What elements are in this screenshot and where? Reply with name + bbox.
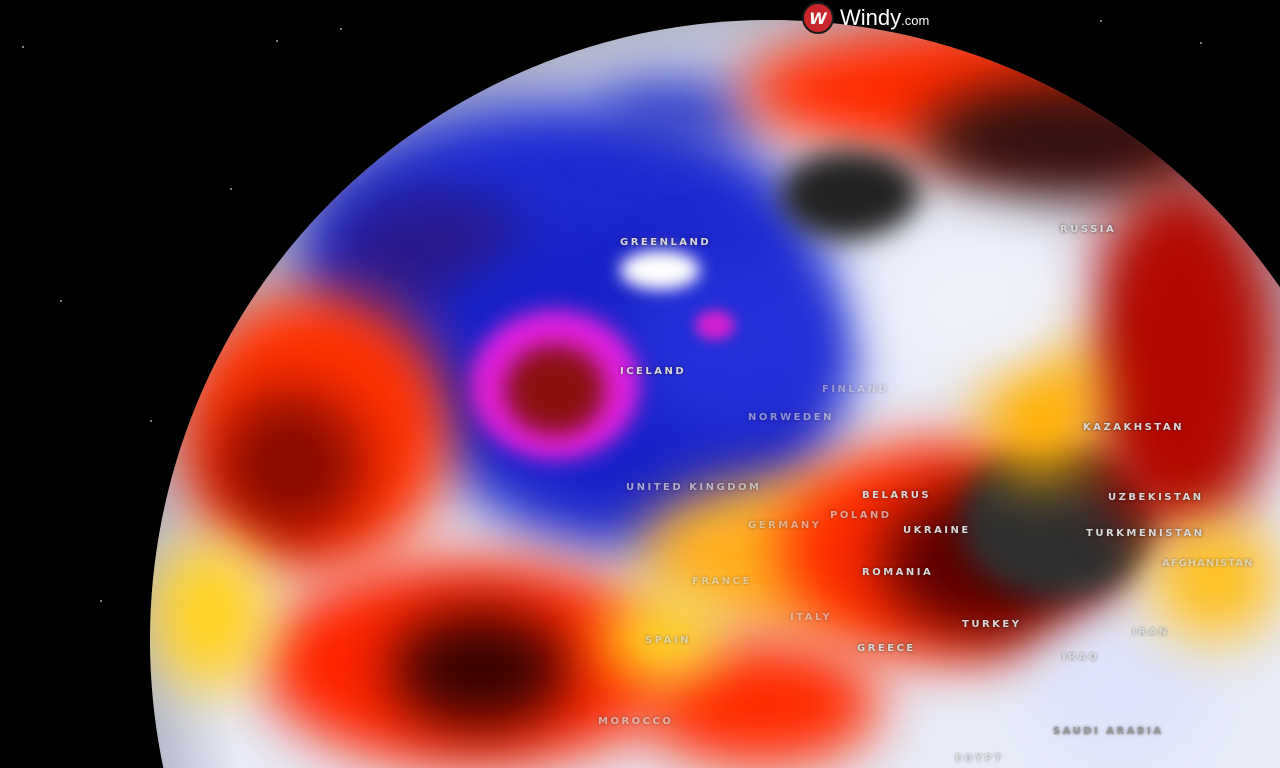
country-label: UKRAINE bbox=[903, 525, 971, 536]
country-label: ICELAND bbox=[620, 366, 687, 377]
star bbox=[100, 600, 102, 602]
country-label: TURKMENISTAN bbox=[1086, 528, 1205, 539]
brand-suffix: .com bbox=[901, 13, 930, 28]
star bbox=[276, 40, 278, 42]
windy-logo-icon: W bbox=[802, 2, 834, 34]
country-label: SAUDI ARABIA bbox=[1053, 726, 1164, 737]
country-label: POLAND bbox=[830, 510, 892, 521]
country-label: KAZAKHSTAN bbox=[1083, 422, 1184, 433]
star bbox=[22, 46, 24, 48]
country-label: EGYPT bbox=[955, 753, 1004, 764]
country-label: ITALY bbox=[790, 612, 833, 623]
country-label: ROMANIA bbox=[862, 567, 934, 578]
brand-name: Windy bbox=[840, 5, 902, 30]
star bbox=[1100, 20, 1102, 22]
windy-logo[interactable]: W Windy.com bbox=[802, 2, 929, 34]
star bbox=[340, 28, 342, 30]
country-label: RUSSIA bbox=[1060, 224, 1117, 235]
country-label: BELARUS bbox=[862, 490, 932, 501]
country-label: GERMANY bbox=[748, 520, 822, 531]
star bbox=[230, 188, 232, 190]
country-label: IRAQ bbox=[1062, 652, 1100, 663]
star bbox=[150, 420, 152, 422]
star bbox=[60, 300, 62, 302]
country-label: FINLAND bbox=[822, 384, 890, 395]
country-label: UNITED KINGDOM bbox=[626, 482, 762, 493]
country-label: IRAN bbox=[1132, 627, 1170, 638]
country-label: AFGHANISTAN bbox=[1162, 558, 1254, 569]
country-label: MOROCCO bbox=[598, 716, 674, 727]
country-label: NORWEDEN bbox=[748, 412, 834, 423]
country-label: GREECE bbox=[857, 643, 916, 654]
country-label: TURKEY bbox=[962, 619, 1022, 630]
country-label: UZBEKISTAN bbox=[1108, 492, 1204, 503]
country-label: SPAIN bbox=[645, 635, 691, 646]
star bbox=[1200, 42, 1202, 44]
country-label: GREENLAND bbox=[620, 237, 712, 248]
country-label: FRANCE bbox=[692, 576, 752, 587]
